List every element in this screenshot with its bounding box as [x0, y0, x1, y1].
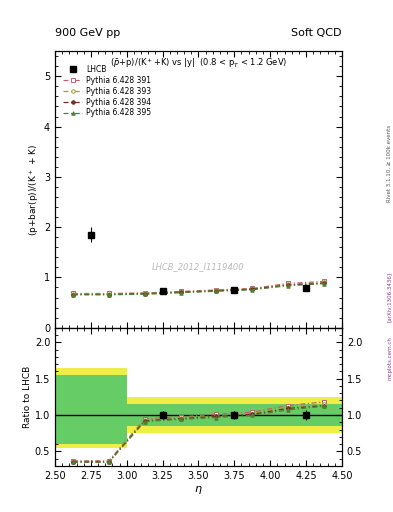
Bar — [55, 368, 127, 447]
Text: ($\bar{p}$+p)/(K$^+$+K) vs |y|  (0.8 < p$_T$ < 1.2 GeV): ($\bar{p}$+p)/(K$^+$+K) vs |y| (0.8 < p$… — [110, 57, 287, 71]
X-axis label: $\eta$: $\eta$ — [194, 483, 203, 496]
Legend: LHCB, Pythia 6.428 391, Pythia 6.428 393, Pythia 6.428 394, Pythia 6.428 395: LHCB, Pythia 6.428 391, Pythia 6.428 393… — [62, 63, 153, 119]
Y-axis label: (p+bar(p))/(K$^+$ + K): (p+bar(p))/(K$^+$ + K) — [28, 143, 41, 236]
Text: LHCB_2012_I1119400: LHCB_2012_I1119400 — [152, 262, 245, 271]
Text: mcplots.cern.ch: mcplots.cern.ch — [387, 336, 392, 380]
Text: Soft QCD: Soft QCD — [292, 28, 342, 38]
Bar — [127, 397, 342, 433]
Text: [arXiv:1306.3436]: [arXiv:1306.3436] — [387, 272, 392, 322]
Y-axis label: Ratio to LHCB: Ratio to LHCB — [23, 366, 32, 428]
Text: Rivet 3.1.10, ≥ 100k events: Rivet 3.1.10, ≥ 100k events — [387, 125, 392, 202]
Text: 900 GeV pp: 900 GeV pp — [55, 28, 120, 38]
Bar — [127, 404, 342, 426]
Bar — [55, 375, 127, 444]
